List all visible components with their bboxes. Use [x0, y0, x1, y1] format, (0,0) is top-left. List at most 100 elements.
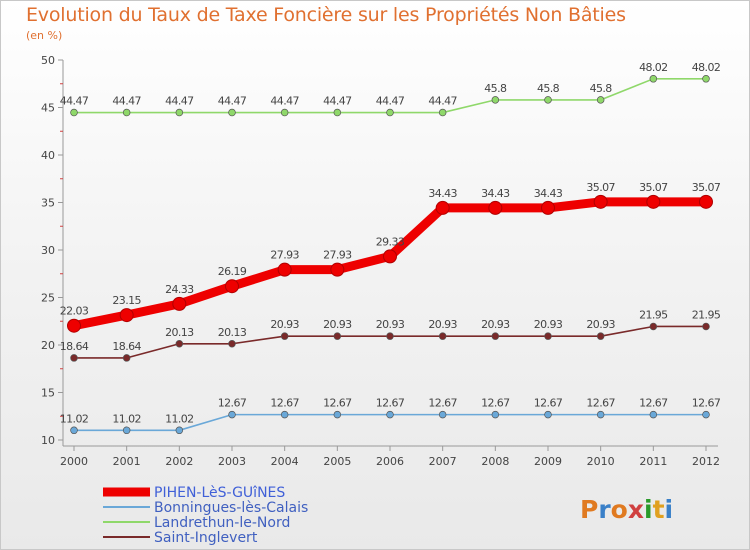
x-tick-label: 2007 [429, 455, 457, 468]
data-label: 12.67 [376, 397, 405, 410]
y-tick-label: 30 [41, 244, 55, 257]
data-label: 44.47 [165, 95, 194, 108]
data-point [383, 249, 397, 264]
data-label: 48.02 [692, 61, 721, 74]
data-label: 12.67 [534, 397, 563, 410]
data-point [225, 279, 239, 294]
data-point [277, 262, 292, 277]
data-label: 20.13 [165, 326, 194, 339]
data-point [649, 75, 658, 83]
data-label: 48.02 [639, 61, 668, 74]
data-point [280, 332, 289, 340]
data-label: 27.93 [270, 249, 299, 262]
data-label: 35.07 [692, 181, 721, 194]
legend-entry: Saint-Inglevert [154, 530, 258, 546]
y-tick-label: 10 [41, 434, 55, 447]
data-point [438, 332, 447, 340]
x-tick-label: 2012 [692, 455, 720, 468]
data-point [330, 262, 345, 277]
x-tick-label: 2004 [271, 455, 299, 468]
y-tick-label: 15 [41, 387, 55, 400]
x-tick-label: 2003 [218, 455, 246, 468]
data-point [593, 194, 608, 209]
data-label: 21.95 [639, 308, 668, 321]
x-tick-label: 2011 [639, 455, 667, 468]
data-label: 34.43 [481, 187, 510, 200]
data-label: 12.67 [428, 397, 457, 410]
series-line [69, 197, 711, 331]
legend-entry: Bonningues-lès-Calais [154, 500, 308, 516]
data-point [491, 332, 500, 340]
data-label: 12.67 [639, 397, 668, 410]
data-label: 45.8 [537, 82, 560, 95]
data-point [228, 410, 236, 419]
x-tick-label: 2009 [534, 455, 562, 468]
data-label: 29.33 [376, 235, 405, 248]
data-point [175, 340, 184, 348]
data-point [70, 354, 78, 362]
data-point [119, 308, 134, 323]
x-tick-label: 2010 [587, 455, 615, 468]
data-point [646, 194, 661, 209]
proxiti-logo: Proxiti [580, 495, 673, 524]
data-label: 20.93 [428, 318, 457, 331]
data-label: 21.95 [692, 308, 721, 321]
data-label: 44.47 [323, 95, 352, 108]
data-label: 12.67 [323, 397, 352, 410]
data-label: 20.93 [586, 318, 615, 331]
unit-label: (en %) [26, 29, 63, 42]
data-label: 12.67 [586, 397, 615, 410]
data-label: 22.03 [60, 305, 89, 318]
data-label: 12.67 [270, 397, 299, 410]
data-label: 35.07 [586, 181, 615, 194]
chart-title: Evolution du Taux de Taxe Foncière sur l… [26, 4, 626, 26]
data-label: 44.47 [376, 95, 405, 108]
data-label: 12.67 [481, 397, 510, 410]
data-label: 11.02 [60, 412, 89, 425]
data-point [699, 194, 713, 209]
x-tick-label: 2005 [323, 455, 351, 468]
data-point [333, 108, 342, 117]
data-point [544, 410, 552, 419]
data-point [438, 108, 447, 117]
data-point [541, 200, 555, 215]
data-point [649, 410, 658, 419]
y-tick-label: 50 [41, 54, 55, 67]
data-label: 45.8 [484, 82, 507, 95]
x-tick-label: 2002 [165, 455, 193, 468]
y-tick-label: 45 [41, 102, 55, 115]
x-tick-label: 2006 [376, 455, 404, 468]
data-point [333, 332, 342, 340]
data-point [280, 108, 289, 117]
data-label: 44.47 [60, 95, 89, 108]
data-label: 44.47 [218, 95, 247, 108]
data-label: 18.64 [112, 340, 141, 353]
data-point [544, 332, 552, 340]
data-point [491, 410, 500, 419]
data-label: 44.47 [270, 95, 299, 108]
data-label: 34.43 [534, 187, 563, 200]
data-point [67, 318, 81, 333]
data-label: 20.93 [376, 318, 405, 331]
data-label: 44.47 [112, 95, 141, 108]
data-label: 23.15 [112, 294, 141, 307]
x-tick-label: 2000 [60, 455, 88, 468]
data-point [435, 200, 450, 215]
data-label: 24.33 [165, 283, 194, 296]
data-point [386, 332, 394, 340]
data-point [596, 332, 605, 340]
data-label: 20.93 [270, 318, 299, 331]
data-label: 11.02 [165, 412, 194, 425]
data-point [175, 108, 184, 117]
data-label: 12.67 [692, 397, 721, 410]
data-label: 20.93 [534, 318, 563, 331]
data-label: 20.93 [481, 318, 510, 331]
y-tick-label: 35 [41, 197, 55, 210]
data-point [596, 96, 605, 104]
data-label: 18.64 [60, 340, 89, 353]
data-label: 26.19 [218, 265, 247, 278]
data-label: 12.67 [218, 397, 247, 410]
x-tick-label: 2001 [113, 455, 141, 468]
data-point [488, 200, 503, 215]
